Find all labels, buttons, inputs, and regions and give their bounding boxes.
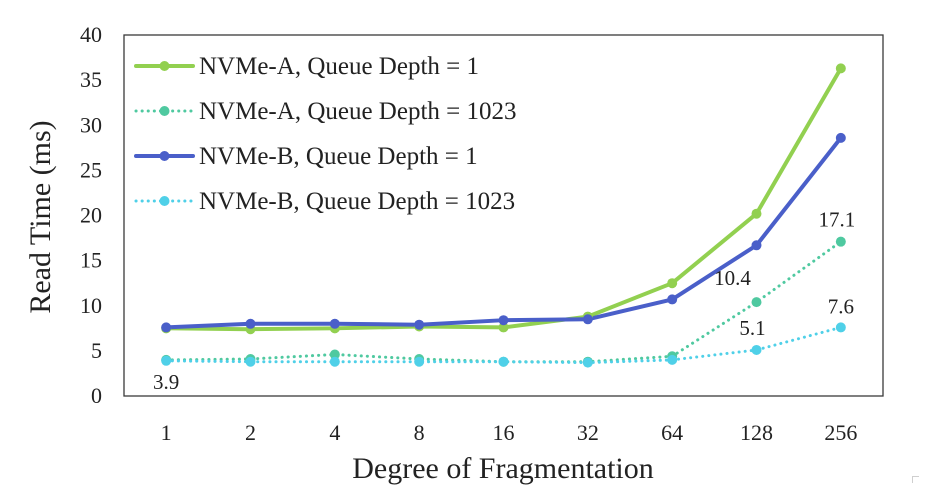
y-tick-label: 5 xyxy=(91,338,102,363)
data-point xyxy=(667,354,678,365)
data-point xyxy=(498,315,509,326)
y-tick-label: 35 xyxy=(80,67,102,92)
data-label: 7.6 xyxy=(828,294,854,318)
data-point xyxy=(161,355,172,366)
legend-swatch-marker xyxy=(159,61,170,71)
data-point xyxy=(414,319,425,330)
y-tick-label: 15 xyxy=(80,248,102,273)
x-tick-label: 64 xyxy=(661,420,683,445)
data-point xyxy=(245,318,256,329)
x-tick-label: 1 xyxy=(161,420,172,445)
data-label: 3.9 xyxy=(153,370,179,394)
data-point xyxy=(751,240,762,251)
x-tick-label: 4 xyxy=(329,420,340,445)
data-label: 17.1 xyxy=(818,208,855,232)
data-point xyxy=(329,318,340,329)
data-point xyxy=(751,208,762,219)
x-tick-label: 32 xyxy=(577,420,599,445)
data-point xyxy=(667,294,678,305)
data-point xyxy=(835,132,846,143)
data-point xyxy=(582,314,593,325)
data-point xyxy=(835,63,846,74)
y-tick-label: 10 xyxy=(80,293,102,318)
data-point xyxy=(582,357,593,368)
data-point xyxy=(498,322,509,333)
legend-swatch-marker xyxy=(159,106,170,116)
data-point xyxy=(161,322,172,333)
data-label: 10.4 xyxy=(714,266,751,290)
legend-label: NVMe-B, Queue Depth = 1 xyxy=(199,143,478,170)
plot-area-frame xyxy=(123,34,884,397)
data-point xyxy=(751,297,762,308)
y-tick-label: 0 xyxy=(91,383,102,408)
data-point xyxy=(498,356,509,367)
data-point xyxy=(329,349,340,360)
data-point xyxy=(835,322,846,333)
corner-mark xyxy=(912,476,919,483)
data-point xyxy=(329,356,340,367)
x-tick-label: 8 xyxy=(414,420,425,445)
legend-label: NVMe-B, Queue Depth = 1023 xyxy=(199,188,515,215)
x-tick-label: 2 xyxy=(245,420,256,445)
legend-swatch-marker xyxy=(159,151,170,161)
y-tick-label: 25 xyxy=(80,157,102,182)
x-tick-label: 256 xyxy=(824,420,857,445)
series-line-2 xyxy=(164,240,843,364)
y-tick-label: 30 xyxy=(80,112,102,137)
data-point xyxy=(835,236,846,247)
series-line-4 xyxy=(164,325,843,365)
legend-swatch-marker xyxy=(159,196,170,206)
x-tick-label: 16 xyxy=(493,420,515,445)
y-tick-label: 40 xyxy=(80,22,102,47)
data-point xyxy=(414,356,425,367)
legend-label: NVMe-A, Queue Depth = 1023 xyxy=(199,98,517,125)
data-label: 5.1 xyxy=(739,316,765,340)
data-point xyxy=(667,278,678,289)
data-point xyxy=(245,356,256,367)
x-tick-label: 128 xyxy=(740,420,773,445)
x-axis-title: Degree of Fragmentation xyxy=(352,452,654,485)
data-point xyxy=(751,344,762,355)
legend-label: NVMe-A, Queue Depth = 1 xyxy=(199,53,479,80)
y-tick-label: 20 xyxy=(80,203,102,228)
y-axis-title: Read Time (ms) xyxy=(24,120,57,313)
